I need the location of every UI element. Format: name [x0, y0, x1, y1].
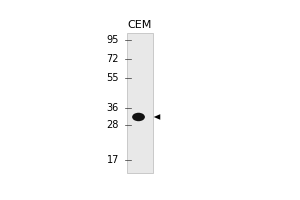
Text: 72: 72	[106, 54, 119, 64]
Polygon shape	[154, 114, 160, 120]
Text: CEM: CEM	[128, 20, 152, 30]
Text: 28: 28	[106, 120, 119, 130]
Text: 36: 36	[106, 103, 119, 113]
Text: 95: 95	[106, 35, 119, 45]
Ellipse shape	[132, 113, 145, 121]
Text: 55: 55	[106, 73, 119, 83]
Text: 17: 17	[106, 155, 119, 165]
Bar	[127, 33, 153, 173]
